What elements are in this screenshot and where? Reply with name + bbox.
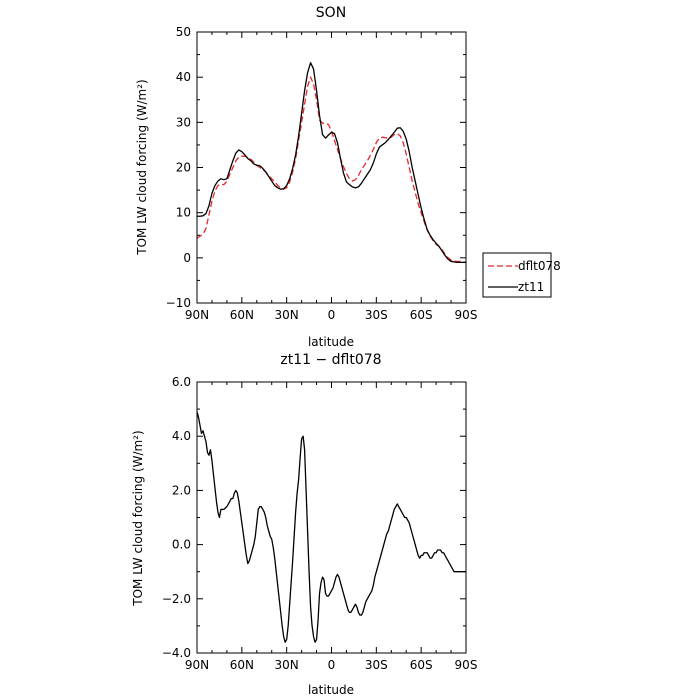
top-chart-ylabel: TOM LW cloud forcing (W/m²) [135, 79, 149, 256]
bottom-series-difference [196, 411, 466, 643]
bottom-ytick-label: −2.0 [162, 592, 191, 606]
top-xtick-label: 0 [328, 308, 336, 322]
bottom-xtick-label: 0 [328, 658, 336, 672]
top-plot-frame [196, 31, 467, 304]
top-chart: SON latitude TOM LW cloud forcing (W/m²)… [135, 5, 561, 349]
top-xtick-label: 60S [410, 308, 433, 322]
bottom-ytick-label: 2.0 [172, 483, 191, 497]
top-xtick-label: 90S [455, 308, 478, 322]
bottom-xtick-label: 30S [365, 658, 388, 672]
bottom-chart-ylabel: TOM LW cloud forcing (W/m²) [131, 430, 145, 607]
top-ytick-label: 50 [176, 25, 191, 39]
bottom-xtick-label: 30N [275, 658, 299, 672]
bottom-chart: zt11 − dflt078 latitude TOM LW cloud for… [131, 352, 477, 697]
legend-label-zt11: zt11 [518, 280, 544, 294]
top-series-dflt078 [196, 76, 467, 263]
legend-label-dflt078: dflt078 [518, 259, 561, 273]
top-xtick-label: 30S [365, 308, 388, 322]
bottom-plot-frame [196, 381, 467, 654]
top-series-zt11 [197, 62, 466, 264]
bottom-xtick-label: 60N [230, 658, 254, 672]
top-ytick-label: −10 [166, 296, 191, 310]
bottom-xtick-label: 90S [455, 658, 478, 672]
legend-box [482, 252, 552, 298]
bottom-ytick-label: 0.0 [172, 538, 191, 552]
bottom-xtick-label: 60S [410, 658, 433, 672]
top-chart-title: SON [316, 5, 346, 21]
top-ytick-label: 30 [176, 115, 191, 129]
bottom-chart-xlabel: latitude [308, 683, 354, 697]
bottom-xtick-label: 90N [185, 658, 209, 672]
bottom-ytick-label: 6.0 [172, 375, 191, 389]
top-ytick-label: 0 [183, 251, 191, 265]
top-ytick-label: 10 [176, 206, 191, 220]
bottom-chart-title: zt11 − dflt078 [280, 352, 381, 368]
top-chart-legend: dflt078 zt11 [482, 252, 561, 298]
top-ytick-label: 40 [176, 70, 191, 84]
bottom-ytick-label: 4.0 [172, 429, 191, 443]
bottom-ytick-label: −4.0 [162, 646, 191, 660]
top-chart-xlabel: latitude [308, 335, 354, 349]
top-xtick-label: 60N [230, 308, 254, 322]
top-ytick-label: 20 [176, 161, 191, 175]
top-xtick-label: 30N [275, 308, 299, 322]
top-xtick-label: 90N [185, 308, 209, 322]
